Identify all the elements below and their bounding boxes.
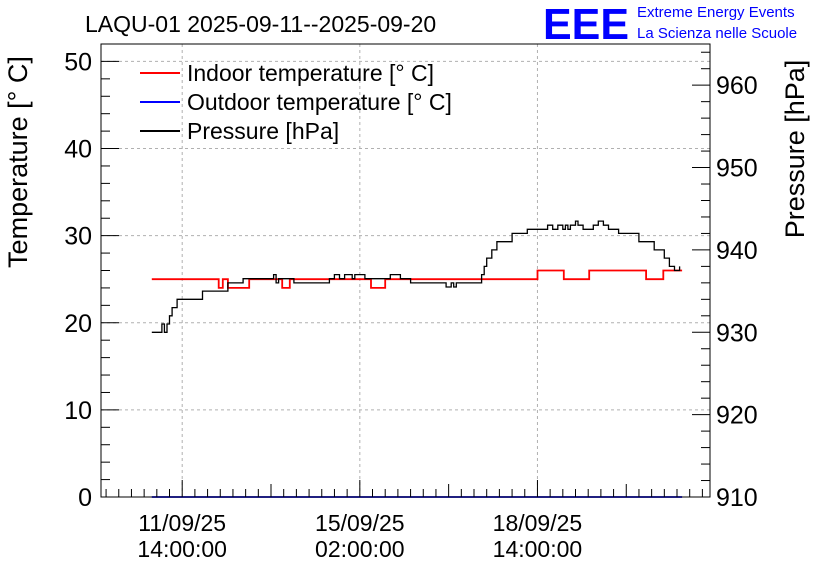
- y-tick-label-0: 0: [78, 484, 92, 512]
- y-tick-label-5: 50: [64, 48, 92, 76]
- x-axis: 11/09/2514:00:0015/09/2502:00:0018/09/25…: [105, 480, 703, 562]
- left-axis: 0 10 20 30 40 50: [64, 43, 119, 512]
- eee-branding: EEE Extreme Energy Events La Scienza nel…: [543, 0, 797, 49]
- y-tick-label-4: 40: [64, 136, 92, 164]
- y-axis-label: Temperature [° C]: [3, 56, 33, 268]
- x-tick-label-time-1: 02:00:00: [315, 536, 405, 562]
- legend-label-1: Outdoor temperature [° C]: [187, 89, 452, 115]
- y2-tick-label-3: 940: [716, 237, 758, 265]
- x-tick-label-date-0: 11/09/25: [138, 510, 226, 536]
- brand-line-2: La Scienza nelle Scuole: [637, 25, 797, 42]
- y2-axis-label: Pressure [hPa]: [780, 60, 810, 239]
- chart-title: LAQU-01 2025-09-11--2025-09-20: [85, 11, 436, 37]
- y-tick-label-1: 10: [64, 397, 92, 425]
- y2-tick-label-2: 930: [716, 319, 758, 347]
- x-tick-label-date-2: 18/09/25: [493, 510, 583, 536]
- y-tick-label-2: 20: [64, 310, 92, 338]
- series-line-2: [151, 220, 681, 333]
- series-layer: [151, 220, 683, 498]
- y2-tick-label-4: 950: [716, 155, 758, 183]
- x-tick-label-time-0: 14:00:00: [137, 536, 227, 562]
- x-tick-label-time-2: 14:00:00: [493, 536, 583, 562]
- right-axis: 910 920 930 940 950 960: [692, 51, 758, 512]
- y-tick-label-3: 30: [64, 223, 92, 251]
- x-tick-label-date-1: 15/09/25: [315, 510, 405, 536]
- eee-logo: EEE: [543, 0, 629, 49]
- legend-label-0: Indoor temperature [° C]: [187, 60, 434, 86]
- brand-line-1: Extreme Energy Events: [637, 4, 795, 21]
- legend-label-2: Pressure [hPa]: [187, 118, 339, 144]
- y2-tick-label-1: 920: [716, 402, 758, 430]
- y2-tick-label-5: 960: [716, 72, 758, 100]
- y2-tick-label-0: 910: [716, 484, 758, 512]
- series-line-0: [151, 269, 683, 289]
- legend: Indoor temperature [° C] Outdoor temperat…: [140, 60, 452, 144]
